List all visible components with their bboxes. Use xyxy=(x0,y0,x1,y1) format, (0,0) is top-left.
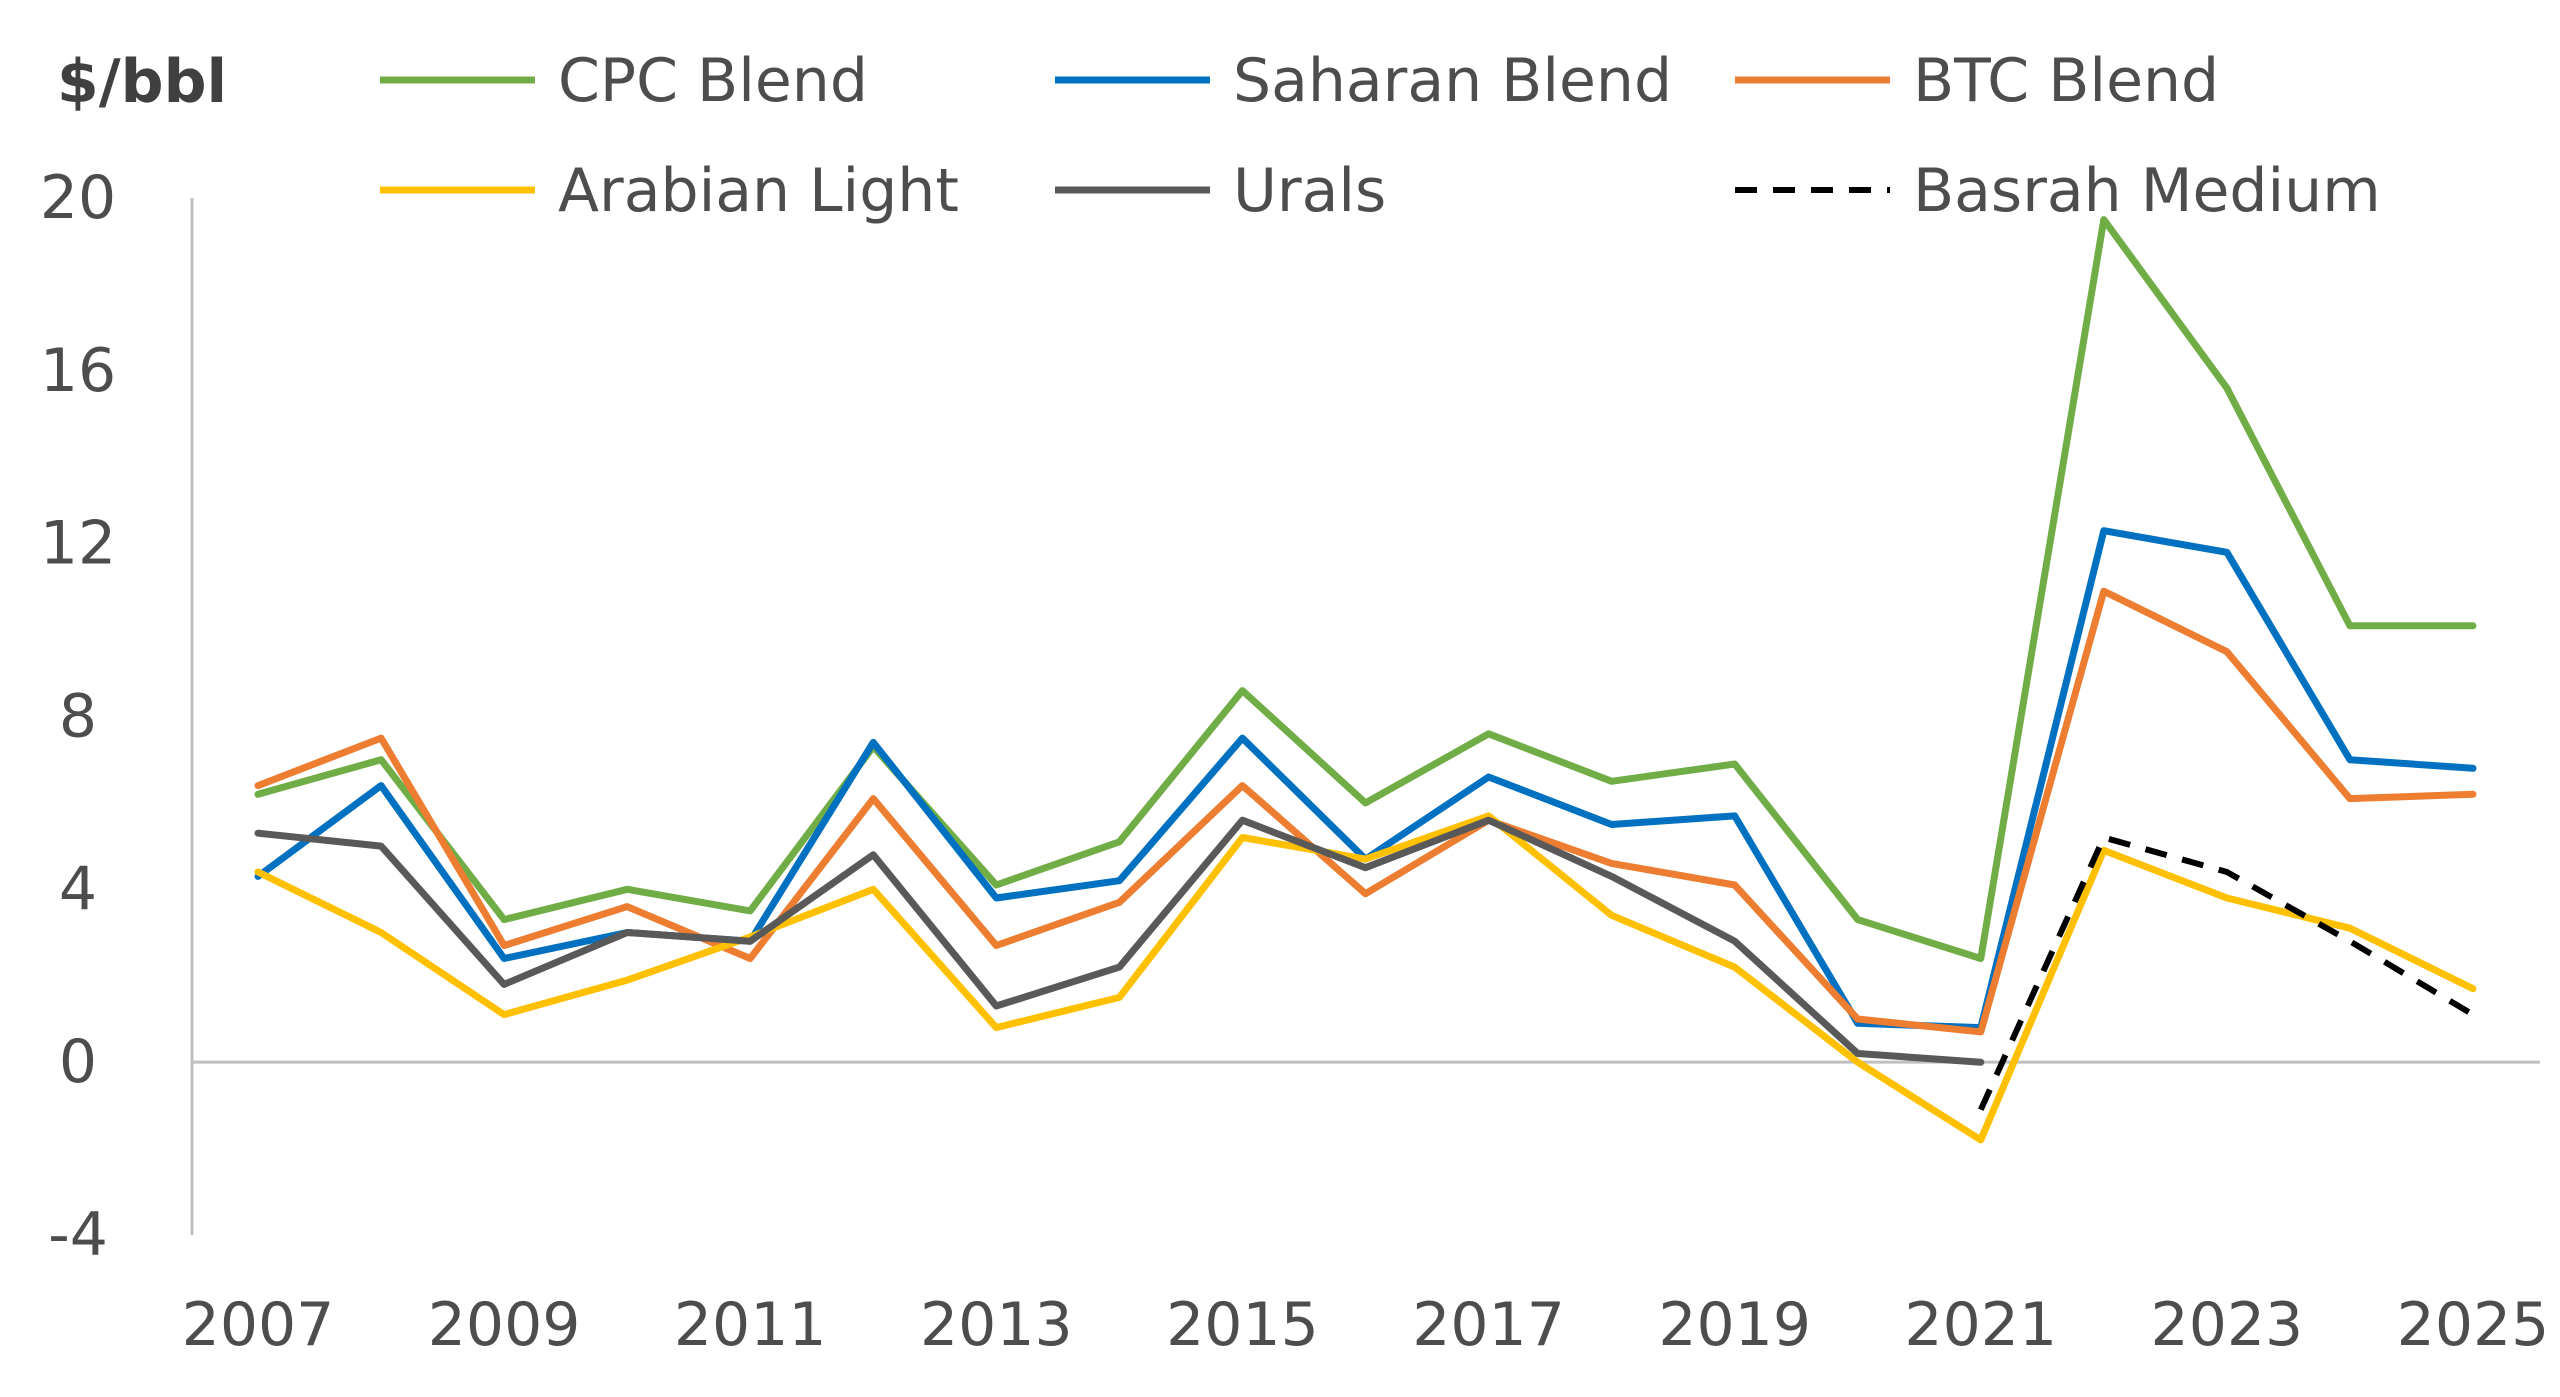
series-line-saharan-blend xyxy=(254,527,2477,1032)
y-tick-label: 12 xyxy=(40,509,116,579)
x-tick-label: 2025 xyxy=(2397,1290,2550,1360)
x-tick-label: 2021 xyxy=(1904,1290,2057,1360)
series-line-basrah-medium xyxy=(1978,834,2475,1111)
x-tick-label: 2007 xyxy=(182,1290,335,1360)
y-tick-label: 20 xyxy=(40,163,116,233)
series-lines xyxy=(254,216,2477,1144)
legend-label-saharan-blend: Saharan Blend xyxy=(1233,46,1672,116)
x-tick-label: 2023 xyxy=(2151,1290,2304,1360)
legend-label-cpc-blend: CPC Blend xyxy=(558,46,868,116)
legend-label-basrah-medium: Basrah Medium xyxy=(1913,156,2381,226)
y-unit-label: $/bbl xyxy=(57,47,227,117)
x-tick-label: 2017 xyxy=(1412,1290,1565,1360)
series-line-arabian-light xyxy=(254,812,2477,1144)
series-line-urals xyxy=(254,816,1985,1066)
x-tick-label: 2015 xyxy=(1166,1290,1319,1360)
y-tick-label: 16 xyxy=(40,336,116,406)
legend-label-btc-blend: BTC Blend xyxy=(1913,46,2219,116)
x-tick-label: 2013 xyxy=(920,1290,1073,1360)
y-tick-label: 0 xyxy=(59,1027,97,1097)
axes: 20 16 12 8 4 0 -4 2007 2009 2011 2013 2015 2017 2019 2… xyxy=(40,163,2550,1360)
x-tick-label: 2011 xyxy=(674,1290,827,1360)
y-tick-label: -4 xyxy=(48,1200,108,1270)
x-tick-label: 2019 xyxy=(1658,1290,1811,1360)
y-tick-label: 4 xyxy=(59,854,97,924)
y-tick-label: 8 xyxy=(59,682,97,752)
legend-label-arabian-light: Arabian Light xyxy=(558,156,959,226)
x-tick-label: 2009 xyxy=(428,1290,581,1360)
legend: CPC Blend Saharan Blend BTC Blend Arabian L… xyxy=(380,46,2381,226)
series-line-cpc-blend xyxy=(254,216,2477,962)
legend-label-urals: Urals xyxy=(1233,156,1386,226)
series-line-btc-blend xyxy=(254,587,2477,1036)
